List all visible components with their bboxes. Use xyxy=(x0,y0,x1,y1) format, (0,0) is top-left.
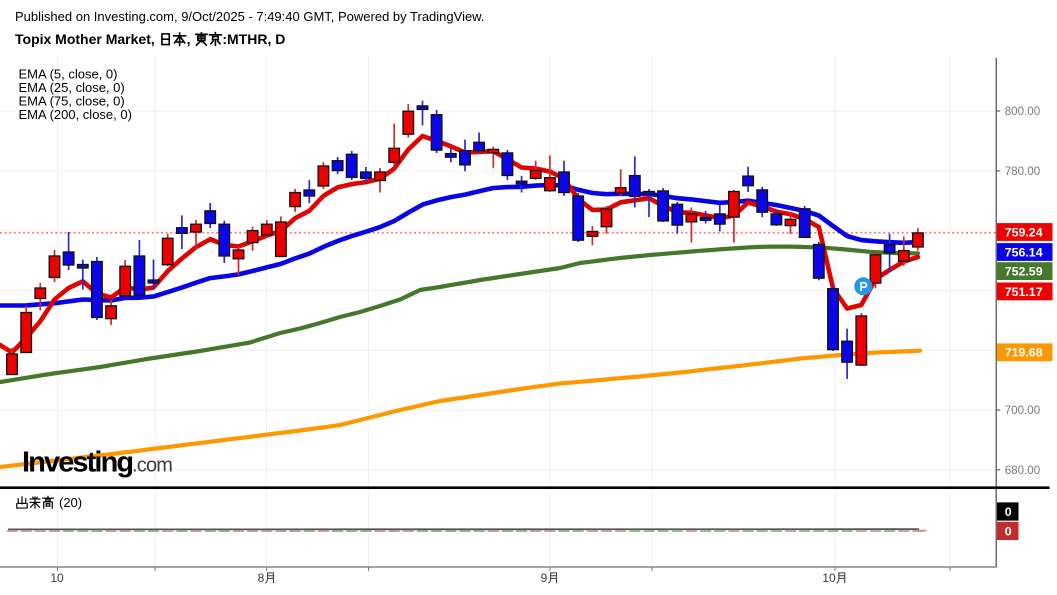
svg-text:0: 0 xyxy=(1005,524,1012,538)
svg-text:.com: .com xyxy=(132,455,172,477)
svg-text:,: , xyxy=(187,31,191,47)
svg-text:780.00: 780.00 xyxy=(1005,165,1040,178)
svg-text:9: 9 xyxy=(541,571,548,585)
svg-text:EMA (200, close, 0): EMA (200, close, 0) xyxy=(19,107,132,122)
svg-text:10: 10 xyxy=(50,571,64,585)
svg-text:756.14: 756.14 xyxy=(1005,245,1043,259)
svg-text:759.24: 759.24 xyxy=(1005,225,1043,239)
svg-text:680.00: 680.00 xyxy=(1005,464,1040,477)
svg-text:EMA (5, close, 0): EMA (5, close, 0) xyxy=(19,67,118,82)
svg-text:800.00: 800.00 xyxy=(1005,105,1040,118)
svg-text:P: P xyxy=(859,280,867,294)
svg-text:Published on Investing.com, 9/: Published on Investing.com, 9/Oct/2025 -… xyxy=(15,9,484,24)
svg-text::MTHR, D: :MTHR, D xyxy=(222,31,285,47)
svg-text:751.17: 751.17 xyxy=(1005,285,1043,299)
svg-text:(20): (20) xyxy=(59,495,82,510)
svg-text:700.00: 700.00 xyxy=(1005,404,1040,417)
svg-text:Topix Mother Market,: Topix Mother Market, xyxy=(15,31,155,47)
svg-text:EMA (25, close, 0): EMA (25, close, 0) xyxy=(19,80,125,95)
svg-text:0: 0 xyxy=(1005,505,1012,519)
svg-text:8: 8 xyxy=(258,571,265,585)
svg-text:752.59: 752.59 xyxy=(1005,265,1043,279)
svg-text:Investing: Investing xyxy=(22,447,132,479)
svg-text:719.68: 719.68 xyxy=(1005,346,1043,360)
svg-text:10: 10 xyxy=(822,571,836,585)
svg-text:EMA (75, close, 0): EMA (75, close, 0) xyxy=(19,94,125,109)
